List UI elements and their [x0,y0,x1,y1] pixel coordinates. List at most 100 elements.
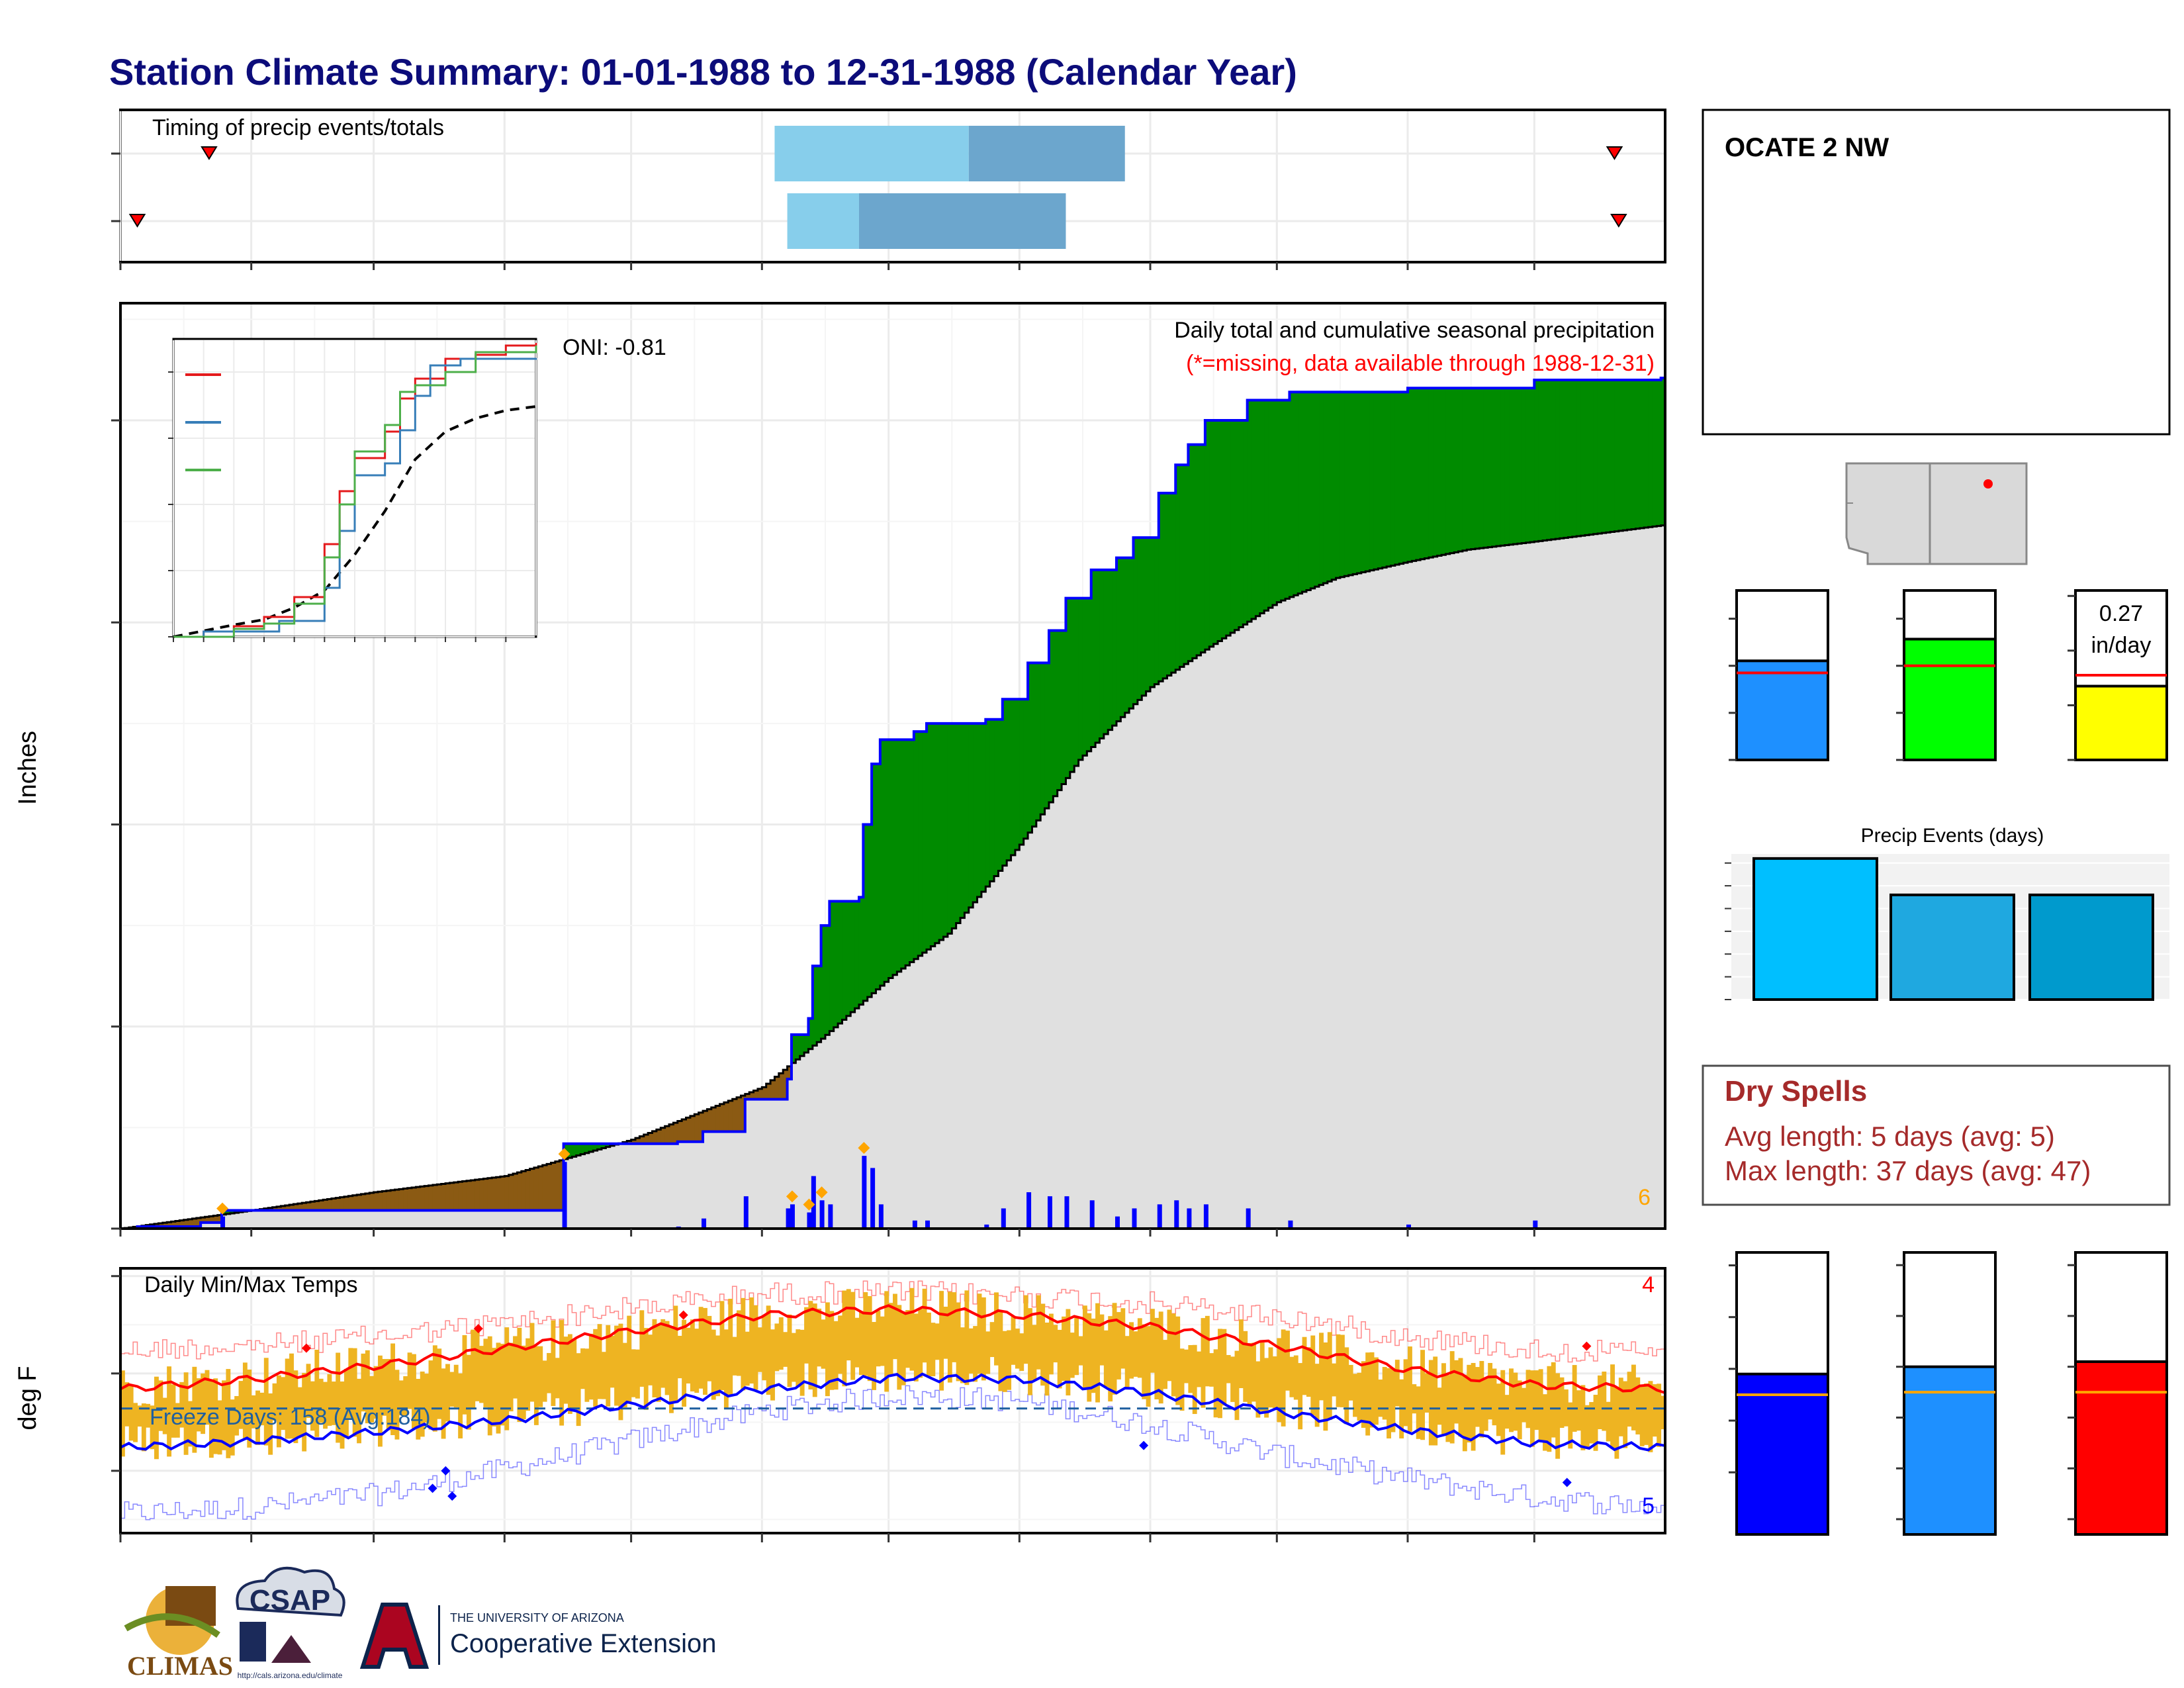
surplus-area [1188,444,1193,661]
daily-temp-bar [1146,1326,1151,1407]
deficit-area [504,1176,510,1211]
daily-temp-bar [1387,1368,1391,1439]
surplus-area [1522,388,1527,543]
daily-temp-bar [719,1301,725,1391]
surplus-area [1306,392,1311,590]
surplus-area [588,1143,594,1152]
deficit-area [458,1182,463,1211]
surplus-area [1412,388,1417,561]
daily-temp-bar [133,1403,138,1442]
daily-temp-bar [1272,1356,1277,1409]
deficit-area [741,1096,746,1132]
daily-temp-bar [343,1368,349,1438]
daily-precip-bar [702,1218,707,1229]
daily-temp-bar [1036,1295,1041,1370]
deficit-area [192,1218,197,1227]
daily-temp-bar [201,1373,206,1434]
daily-temp-bar [141,1403,146,1452]
surplus-area [1361,392,1366,573]
surplus-area [576,1143,581,1156]
daily-temp-bar [1095,1303,1100,1403]
daily-temp-bar [471,1329,476,1409]
surplus-area [1555,379,1561,539]
daily-temp-bar [424,1374,430,1423]
precip-highlight-marker [558,1148,570,1160]
surplus-area [601,1143,606,1149]
daily-temp-bar [420,1371,425,1437]
surplus-area [1336,392,1341,579]
daily-temp-bar [833,1321,839,1390]
daily-temp-bar [812,1303,817,1397]
surplus-area [833,901,839,1027]
surplus-area [1428,388,1433,558]
surplus-area [1543,379,1548,541]
minibar-value-bar [1903,637,1997,762]
daily-temp-bar [146,1403,151,1428]
deficit-area [533,1167,539,1211]
deficit-area [394,1190,400,1211]
surplus-area [1648,379,1653,528]
deficit-area [327,1199,332,1211]
daily-temp-bar [1568,1402,1573,1449]
surplus-area [791,1034,796,1063]
daily-temp-bar [766,1305,771,1395]
daily-temp-bar [462,1335,467,1415]
daily-temp-bar [614,1325,619,1406]
deficit-area [208,1216,214,1223]
daily-temp-bar [293,1370,298,1444]
daily-temp-bar [1163,1340,1168,1389]
deficit-area [428,1185,433,1211]
daily-temp-bar [1390,1368,1396,1432]
deficit-area [715,1105,721,1132]
timing-bar-50-75 [858,193,1066,249]
minibar-precip [1729,589,1829,761]
daily-temp-bar [597,1324,602,1399]
surplus-area [1007,699,1012,861]
missing-note: (*=missing, data available through 1988-… [1186,351,1655,376]
oni-label: ONI: -0.81 [563,335,666,360]
surplus-area [1192,444,1197,659]
deficit-area [521,1171,526,1211]
daily-temp-bar [1048,1313,1054,1375]
daily-temp-bar [656,1325,661,1402]
daily-temp-bar [1129,1322,1134,1379]
daily-temp-bar [778,1317,784,1370]
daily-temp-bar [1099,1314,1105,1366]
surplus-area [1078,598,1083,760]
daily-temp-bar [255,1390,260,1445]
daily-temp-bar [1213,1349,1218,1418]
deficit-area [369,1193,375,1211]
daily-temp-bar [352,1348,357,1437]
deficit-area [471,1180,476,1211]
daily-temp-bar [1192,1344,1197,1415]
surplus-area [1529,388,1535,542]
daily-temp-bar [1492,1368,1497,1426]
minibar-rain-days [1896,589,1997,762]
surplus-area [1289,392,1295,597]
daily-temp-bar [817,1308,822,1367]
daily-temp-bar [179,1382,185,1428]
daily-temp-bar [1066,1309,1071,1396]
daily-temp-bar [513,1336,518,1399]
surplus-area [1044,663,1050,809]
daily-precip-bar [1246,1208,1251,1229]
surplus-area [1559,379,1565,539]
surplus-area [1373,392,1379,570]
daily-temp-bar [1623,1381,1628,1448]
daily-temp-bar [1124,1336,1130,1390]
deficit-area [778,1073,784,1100]
deficit-area [281,1205,286,1211]
deficit-area [542,1165,547,1211]
daily-temp-bar [1158,1311,1163,1404]
deficit-area [188,1219,193,1227]
surplus-area [1137,538,1142,700]
record-high-marker [1582,1341,1592,1351]
deficit-area [179,1220,185,1227]
daily-temp-bar [1348,1364,1353,1401]
surplus-area [1209,420,1214,647]
daily-temp-bar [1454,1360,1459,1424]
daily-temp-bar [846,1289,851,1361]
deficit-area [340,1197,345,1211]
deficit-area [732,1099,737,1132]
surplus-area [1416,388,1421,561]
